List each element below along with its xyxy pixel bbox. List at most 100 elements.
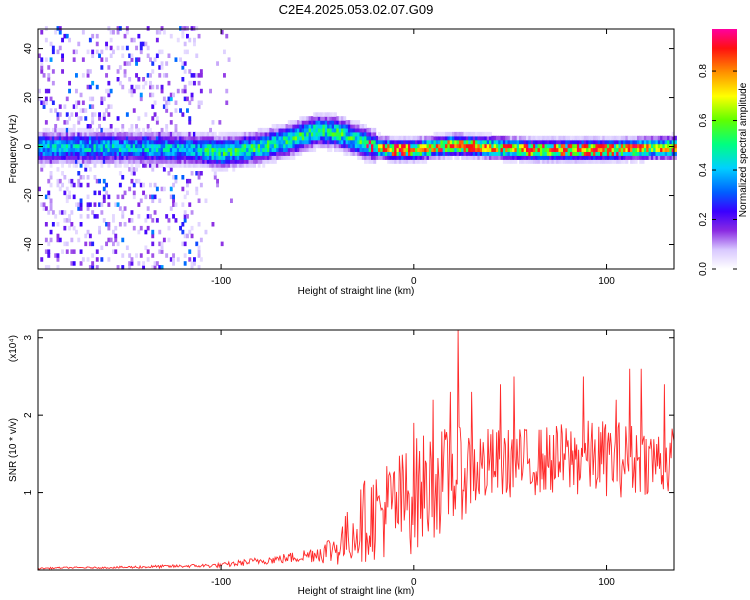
spectrogram-cell	[158, 135, 162, 141]
spectrogram-cell	[357, 155, 361, 160]
spectrogram-cell	[544, 159, 548, 164]
spectrogram-cell	[604, 147, 608, 153]
spectrogram-cell	[197, 147, 201, 153]
spectrogram-cell	[419, 143, 423, 149]
spectrogram-cell	[382, 135, 386, 141]
spectrogram-cell	[338, 124, 342, 129]
spectrogram-cell	[583, 135, 587, 141]
spectrogram-cell	[114, 147, 118, 153]
spectrogram-cell	[465, 135, 469, 141]
spectrogram-cell	[155, 135, 159, 141]
spectrogram-cell	[343, 151, 347, 156]
spectrogram-cell	[389, 159, 393, 164]
spectrogram-cell	[632, 155, 636, 160]
spectrogram-cell	[415, 147, 418, 153]
spectrogram-cell	[595, 139, 599, 145]
spectrogram-cell	[498, 147, 502, 153]
spectrogram-cell	[345, 120, 349, 125]
spectrogram-cell	[299, 147, 303, 153]
spectrogram-cell	[290, 135, 294, 141]
spectrogram-cell	[195, 155, 199, 160]
spectrogram-cell	[352, 131, 356, 137]
spectrogram-cell	[109, 127, 113, 133]
spectrogram-cell	[63, 155, 67, 160]
spectrogram-cell	[167, 163, 171, 168]
spectrogram-cell	[239, 163, 243, 168]
spectrogram-cell	[322, 127, 326, 133]
spectrogram-cell	[42, 202, 46, 207]
spectrogram-cell	[56, 233, 60, 239]
spectrogram-cell	[114, 131, 118, 137]
spectrogram-cell	[509, 151, 513, 156]
spectrogram-cell	[93, 147, 97, 153]
spectrogram-cell	[586, 139, 590, 145]
spectrogram-cell	[146, 249, 150, 254]
spectrogram-cell	[405, 151, 409, 156]
spectrogram-cell	[595, 147, 599, 153]
spectrogram-cell	[643, 151, 647, 156]
spectrogram-cell	[586, 151, 590, 156]
spectrogram-cell	[144, 194, 148, 200]
spectrogram-cell	[341, 143, 344, 149]
spectrogram-cell	[102, 178, 106, 184]
spectrogram-cell	[44, 222, 48, 227]
spectrogram-cell	[137, 147, 141, 153]
spectrogram-cell	[310, 147, 314, 153]
spectrogram-cell	[248, 155, 252, 160]
spectrogram-cell	[502, 147, 506, 153]
spectrogram-cell	[93, 214, 97, 219]
spectrogram-cell	[572, 151, 576, 156]
spectrogram-cell	[394, 159, 398, 164]
spectrogram-cell	[137, 159, 141, 164]
spectrogram-cell	[354, 147, 358, 153]
spectrogram-cell	[100, 257, 104, 262]
spectrogram-cell	[495, 155, 499, 160]
spectrogram-cell	[491, 135, 495, 141]
spectrogram-cell	[378, 135, 381, 141]
spectrogram-cell	[267, 127, 270, 133]
spectrogram-cell	[519, 155, 522, 160]
spectrogram-cell	[209, 139, 213, 145]
spectrogram-cell	[417, 147, 421, 153]
spectrogram-cell	[489, 131, 492, 137]
spectrogram-cell	[77, 120, 81, 125]
spectrogram-cell	[98, 116, 102, 121]
spectrogram-cell	[315, 139, 319, 145]
spectrogram-cell	[183, 194, 187, 200]
spectrogram-cell	[389, 143, 393, 149]
spectrogram-cell	[77, 127, 81, 133]
spectrogram-cell	[428, 135, 432, 141]
spectrogram-cell	[401, 139, 405, 145]
spectrogram-cell	[40, 159, 44, 164]
spectrogram-cell	[162, 167, 166, 172]
spectrogram-cell	[58, 139, 62, 145]
spectrogram-cell	[449, 155, 453, 160]
spectrogram-cell	[301, 120, 305, 125]
spectrogram-cell	[70, 131, 74, 137]
spectrogram-cell	[56, 167, 60, 172]
spectrogram-cell	[285, 135, 289, 141]
spectrogram-cell	[188, 159, 192, 164]
spectrogram-cell	[486, 139, 490, 145]
spectrogram-cell	[426, 147, 430, 153]
spectrogram-cell	[461, 155, 465, 160]
spectrogram-cell	[299, 135, 303, 141]
spectrogram-cell	[546, 151, 550, 156]
spectrogram-cell	[384, 147, 388, 153]
spectrogram-cell	[84, 116, 88, 121]
spectrogram-cell	[412, 159, 416, 164]
spectrogram-cell	[482, 131, 485, 137]
spectrogram-cell	[398, 147, 402, 153]
spectrogram-cell	[456, 143, 460, 149]
spectrogram-cell	[359, 155, 363, 160]
spectrogram-cell	[341, 124, 344, 129]
spectrogram-cell	[338, 120, 342, 125]
spectrogram-cell	[165, 73, 169, 78]
spectrogram-cell	[86, 206, 90, 211]
spectrogram-cell	[301, 116, 305, 121]
spectrogram-cell	[88, 155, 92, 160]
spectrogram-cell	[359, 124, 363, 129]
spectrogram-cell	[382, 143, 386, 149]
spectrogram-cell	[153, 100, 157, 106]
spectrogram-cell	[75, 229, 78, 235]
